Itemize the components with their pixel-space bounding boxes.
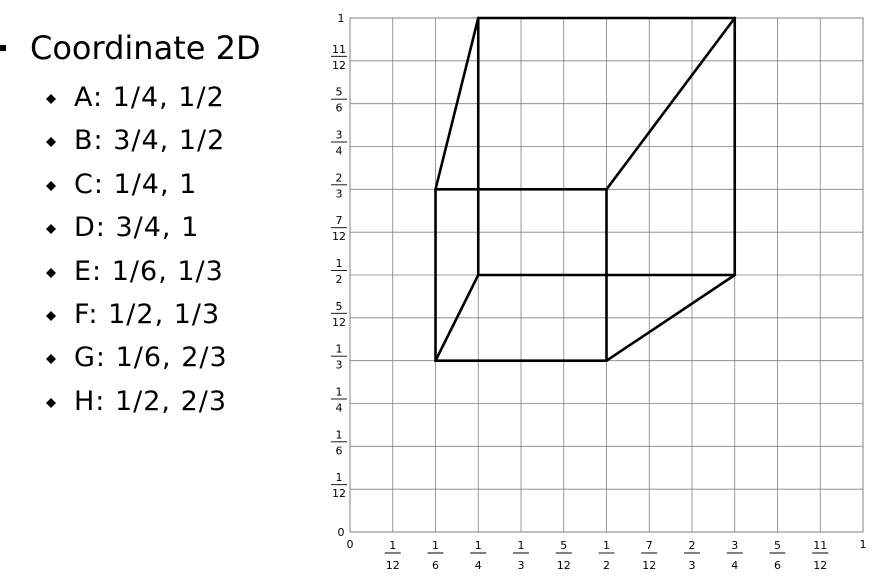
y-tick-label: 0 xyxy=(338,526,345,539)
x-tick-denominator: 12 xyxy=(386,559,400,572)
y-tick-denominator: 2 xyxy=(336,273,343,286)
y-tick-denominator: 12 xyxy=(332,487,346,500)
x-tick-label: 0 xyxy=(347,538,354,551)
x-tick-denominator: 12 xyxy=(642,559,656,572)
point-label: F: 1/2, 1/3 xyxy=(74,299,221,330)
y-tick-denominator: 12 xyxy=(332,316,346,329)
x-tick-numerator: 1 xyxy=(432,539,439,552)
y-tick-numerator: 5 xyxy=(336,86,343,99)
y-tick-numerator: 3 xyxy=(336,129,343,142)
y-tick-numerator: 2 xyxy=(336,171,343,184)
diamond-bullet-icon xyxy=(46,137,56,148)
y-tick-numerator: 1 xyxy=(336,343,343,356)
x-tick-denominator: 3 xyxy=(517,559,524,572)
diamond-bullet-icon xyxy=(46,224,56,235)
x-tick-numerator: 7 xyxy=(646,539,653,552)
x-tick-denominator: 12 xyxy=(813,559,827,572)
x-tick-denominator: 4 xyxy=(475,559,482,572)
point-label: D: 3/4, 1 xyxy=(74,212,200,244)
point-label: B: 3/4, 1/2 xyxy=(74,125,226,157)
x-tick-numerator: 2 xyxy=(689,539,696,552)
y-tick-numerator: 11 xyxy=(332,43,346,56)
x-tick-denominator: 2 xyxy=(603,559,610,572)
point-label: H: 1/2, 2/3 xyxy=(74,385,228,417)
diamond-bullet-icon xyxy=(46,311,56,321)
y-tick-numerator: 1 xyxy=(336,428,343,441)
x-tick-numerator: 3 xyxy=(731,539,738,552)
cube-edge-bf xyxy=(605,273,737,362)
point-label: A: 1/4, 1/2 xyxy=(74,82,225,113)
x-tick-numerator: 5 xyxy=(560,539,567,552)
x-tick-denominator: 6 xyxy=(432,559,439,572)
y-tick-numerator: 5 xyxy=(336,300,343,313)
y-tick-denominator: 12 xyxy=(332,59,346,72)
y-tick-denominator: 6 xyxy=(336,444,343,457)
x-tick-label: 1 xyxy=(860,538,867,551)
diamond-bullet-icon xyxy=(46,354,56,365)
y-tick-denominator: 6 xyxy=(336,102,343,115)
diamond-bullet-icon xyxy=(46,180,56,191)
y-tick-numerator: 1 xyxy=(336,386,343,399)
cube-edge-dh xyxy=(605,16,737,191)
cube-edge-cg xyxy=(434,16,480,191)
x-tick-denominator: 3 xyxy=(689,559,696,572)
y-tick-numerator: 7 xyxy=(336,214,343,227)
x-tick-numerator: 1 xyxy=(389,539,396,552)
x-tick-numerator: 1 xyxy=(517,539,524,552)
point-label: E: 1/6, 1/3 xyxy=(74,255,224,287)
y-tick-denominator: 4 xyxy=(336,402,343,415)
y-tick-numerator: 1 xyxy=(336,257,343,270)
x-tick-denominator: 4 xyxy=(731,559,738,572)
x-tick-denominator: 12 xyxy=(557,559,571,572)
x-tick-numerator: 5 xyxy=(774,539,781,552)
x-tick-numerator: 1 xyxy=(603,539,610,552)
y-tick-denominator: 12 xyxy=(332,230,346,243)
heading: Coordinate 2D xyxy=(30,29,261,67)
y-tick-numerator: 1 xyxy=(336,471,343,484)
y-tick-denominator: 3 xyxy=(336,187,343,200)
y-tick-denominator: 4 xyxy=(336,145,343,158)
diamond-bullet-icon xyxy=(46,267,56,278)
square-bullet-icon xyxy=(0,45,6,51)
diamond-bullet-icon xyxy=(46,397,56,408)
diamond-bullet-icon xyxy=(46,94,56,104)
point-label: C: 1/4, 1 xyxy=(74,168,198,200)
y-tick-denominator: 3 xyxy=(336,359,343,372)
cube-edge-ae xyxy=(434,273,480,362)
point-label: G: 1/6, 2/3 xyxy=(74,342,228,374)
x-tick-numerator: 11 xyxy=(813,539,827,552)
x-tick-numerator: 1 xyxy=(475,539,482,552)
y-tick-label: 1 xyxy=(338,12,345,25)
x-tick-denominator: 6 xyxy=(774,559,781,572)
